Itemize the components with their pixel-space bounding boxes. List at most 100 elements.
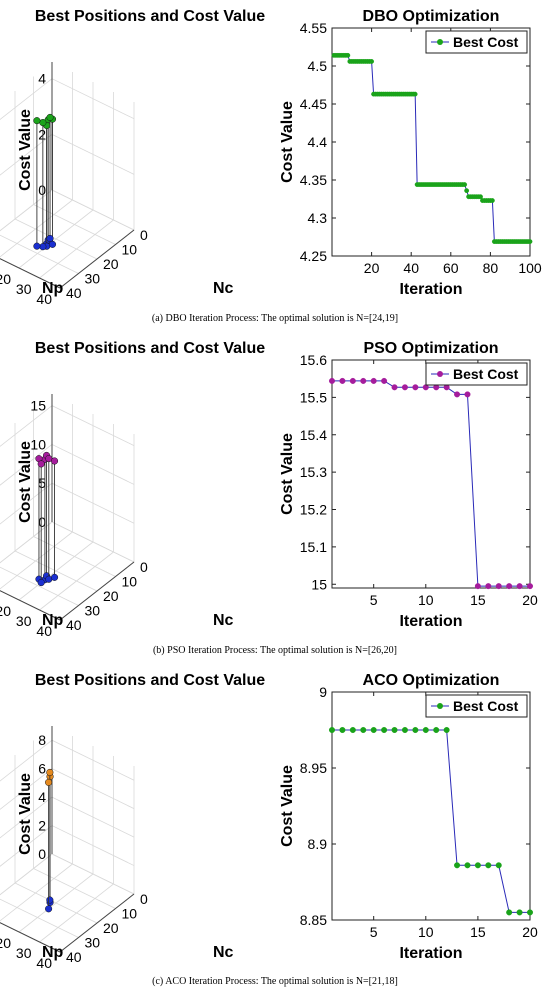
np-tick-label: 10 — [122, 574, 138, 590]
cost-point — [45, 778, 53, 786]
z-tick-label: 2 — [38, 126, 46, 142]
floor-grid-line — [39, 551, 114, 611]
legend-marker — [437, 371, 443, 377]
position-point — [45, 905, 53, 913]
x-tick-label: 80 — [483, 260, 499, 276]
y-tick-label: 15.6 — [300, 352, 327, 368]
y-tick-label: 15.5 — [300, 389, 327, 405]
legend-box — [425, 362, 528, 386]
z-tick-label: 0 — [38, 514, 46, 530]
y-axis-label: Cost Value — [279, 765, 296, 847]
z-axis-label: Cost Value — [17, 441, 34, 523]
nc-tick-label: 40 — [36, 623, 52, 639]
np-tick-label: 0 — [140, 227, 148, 243]
y-tick-label: 15.2 — [300, 502, 327, 518]
panel-dbo: Best Positions and Cost Value 0 2 4 0 10 20 30 4… — [0, 0, 550, 332]
plot3d-title: Best Positions and Cost Value — [35, 672, 265, 689]
best-cost-point — [478, 194, 483, 200]
best-cost-point — [401, 727, 408, 734]
floor-grid-line — [0, 898, 79, 938]
wall-grid-line — [51, 796, 135, 838]
best-cost-point — [516, 583, 523, 590]
x-tick-label: 100 — [518, 260, 542, 276]
x-tick-label: 15 — [470, 924, 486, 940]
y-tick-label: 8.85 — [300, 912, 327, 928]
y-tick-label: 4.35 — [300, 172, 327, 188]
x-axis-label: Iteration — [399, 281, 462, 298]
legend-label: Best Cost — [453, 34, 519, 50]
np-axis-label: Np — [42, 944, 64, 961]
y-tick-label: 15 — [311, 576, 327, 592]
np-tick-label: 20 — [103, 256, 119, 272]
z-tick-label: 2 — [38, 818, 46, 834]
wall-grid-line — [51, 405, 135, 446]
best-cost-point — [464, 188, 470, 194]
nc-axis-label: Nc — [213, 280, 234, 297]
best-cost-point — [401, 384, 408, 391]
plot3d-pso: Best Positions and Cost Value05101501020… — [0, 340, 265, 639]
np-tick-label: 30 — [85, 603, 101, 619]
best-cost-point — [454, 862, 461, 869]
best-cost-point — [360, 377, 367, 384]
position-point — [33, 242, 41, 250]
wall-grid-line — [51, 739, 135, 781]
plot-area — [331, 691, 531, 921]
np-tick-label: 10 — [122, 242, 138, 258]
nc-tick-label: 20 — [0, 271, 11, 287]
np-tick-label: 20 — [103, 588, 119, 604]
best-cost-point — [506, 909, 513, 916]
wall-grid-line — [0, 482, 53, 525]
floor-grid-line — [18, 873, 94, 933]
best-cost-point — [349, 727, 356, 734]
best-cost-point — [349, 377, 356, 384]
x-tick-label: 10 — [418, 592, 434, 608]
z-tick-label: 4 — [38, 71, 46, 87]
plot2d-title: DBO Optimization — [363, 8, 500, 25]
best-cost-point — [527, 239, 533, 244]
np-tick-label: 40 — [66, 949, 82, 965]
np-edge-line — [0, 590, 61, 621]
wall-grid-line — [0, 405, 53, 447]
legend-box — [425, 694, 528, 718]
cost-point — [51, 457, 59, 465]
best-cost-point — [433, 727, 440, 734]
np-axis-label: Np — [42, 280, 64, 297]
cost-point — [37, 460, 45, 468]
best-cost-point — [474, 583, 481, 590]
z-tick-label: 10 — [30, 436, 46, 452]
np-tick-label: 20 — [103, 920, 119, 936]
y-tick-label: 4.55 — [300, 20, 327, 36]
position-point — [51, 573, 59, 581]
best-cost-point — [329, 727, 336, 734]
best-cost-point — [443, 727, 450, 734]
nc-axis-label: Nc — [213, 944, 234, 961]
x-tick-label: 15 — [470, 592, 486, 608]
np-tick-label: 40 — [66, 285, 82, 301]
best-cost-point — [489, 198, 495, 203]
wall-grid-line — [0, 521, 53, 564]
wall-grid-line — [51, 521, 135, 563]
best-cost-point — [412, 91, 418, 97]
floor-grid-line — [39, 883, 114, 943]
floor-grid-line — [39, 219, 114, 279]
wall-grid-line — [0, 189, 53, 232]
wall-grid-line — [0, 444, 53, 486]
position-point — [46, 896, 54, 904]
np-tick-label: 30 — [85, 935, 101, 951]
cost-point — [46, 768, 54, 776]
wall-grid-line — [51, 768, 135, 810]
plot2d-pso: PSO Optimization 15 15.1 15.2 15.3 15.4 15.5 15… — [279, 340, 538, 630]
position-point — [46, 234, 54, 242]
cost-point — [39, 119, 47, 127]
z-axis-label: Cost Value — [17, 773, 34, 855]
best-cost-point — [474, 862, 481, 869]
floor-grid-line — [0, 234, 79, 274]
y-tick-label: 9 — [319, 684, 327, 700]
wall-grid-line — [51, 133, 135, 175]
wall-grid-line — [51, 482, 135, 524]
best-cost-point — [454, 391, 461, 398]
best-cost-point — [412, 384, 419, 391]
plot2d-title: ACO Optimization — [363, 672, 500, 689]
plot3d-aco: Best Positions and Cost Value02468010203… — [0, 672, 265, 971]
nc-edge-line — [59, 229, 135, 289]
